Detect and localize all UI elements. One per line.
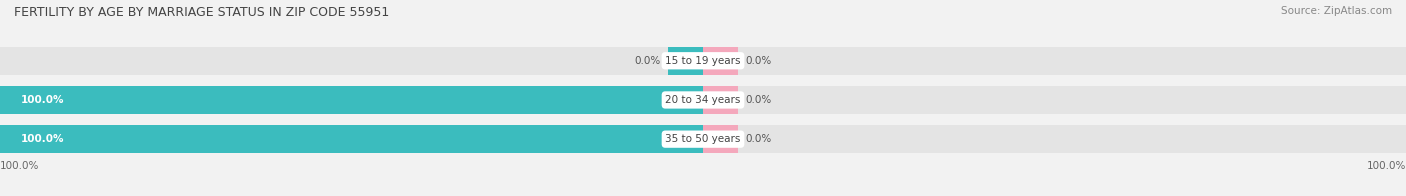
Text: 0.0%: 0.0%: [745, 95, 772, 105]
Text: 100.0%: 100.0%: [1367, 161, 1406, 171]
Bar: [703, 86, 738, 114]
Text: 15 to 19 years: 15 to 19 years: [665, 56, 741, 66]
Bar: [703, 86, 1406, 114]
Text: 0.0%: 0.0%: [745, 134, 772, 144]
Text: 100.0%: 100.0%: [21, 134, 65, 144]
Text: FERTILITY BY AGE BY MARRIAGE STATUS IN ZIP CODE 55951: FERTILITY BY AGE BY MARRIAGE STATUS IN Z…: [14, 6, 389, 19]
Bar: [703, 47, 1406, 75]
Bar: [0, 86, 703, 114]
Bar: [0, 86, 703, 114]
Text: 100.0%: 100.0%: [21, 95, 65, 105]
Text: 20 to 34 years: 20 to 34 years: [665, 95, 741, 105]
Bar: [703, 125, 738, 153]
Bar: [0, 47, 703, 75]
Bar: [703, 125, 1406, 153]
Text: 0.0%: 0.0%: [745, 56, 772, 66]
Bar: [668, 47, 703, 75]
Text: 0.0%: 0.0%: [634, 56, 661, 66]
Bar: [703, 47, 738, 75]
Text: 100.0%: 100.0%: [0, 161, 39, 171]
Text: 35 to 50 years: 35 to 50 years: [665, 134, 741, 144]
Bar: [0, 125, 703, 153]
Text: Source: ZipAtlas.com: Source: ZipAtlas.com: [1281, 6, 1392, 16]
Bar: [0, 125, 703, 153]
